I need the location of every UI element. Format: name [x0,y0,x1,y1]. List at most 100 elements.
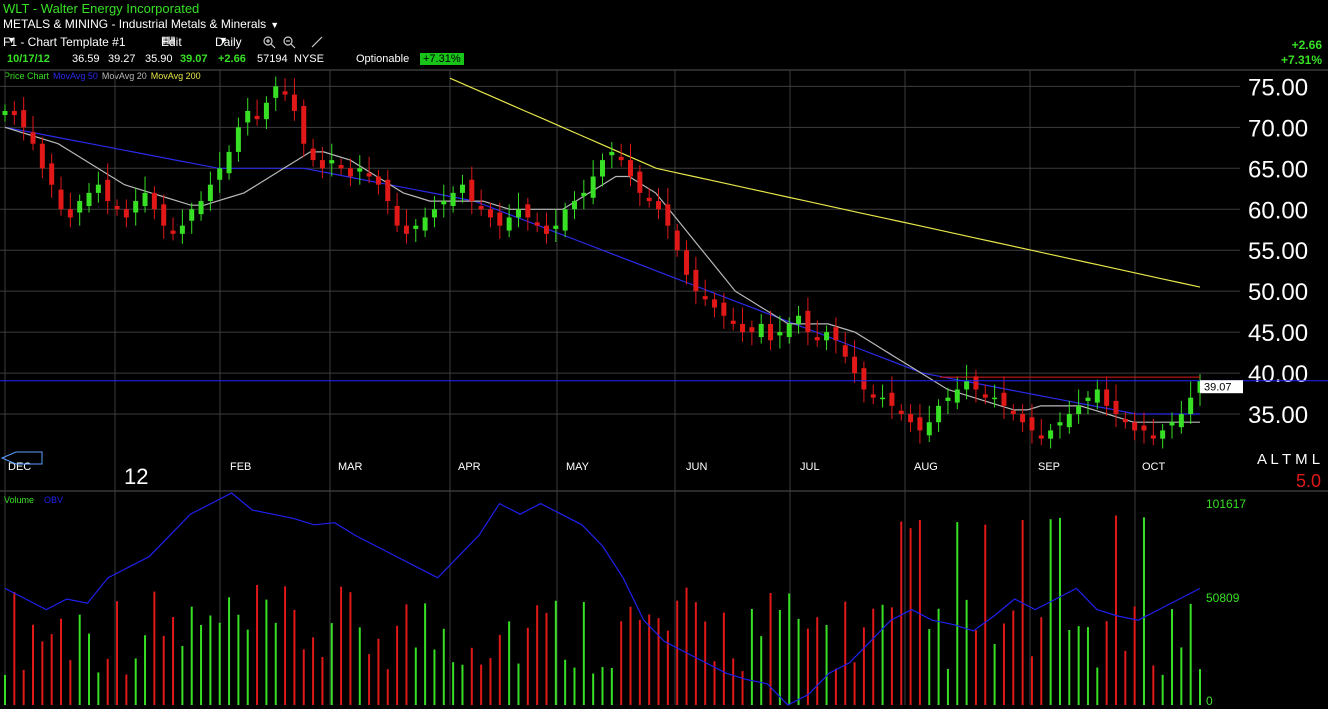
quote-volume: 57194 [257,53,288,65]
edit-label: Edit [161,35,182,49]
candle-body [796,315,802,324]
candle-body [487,209,493,218]
legend-price: Price Chart [4,71,50,81]
candle-body [740,323,746,333]
candle-body [777,332,783,336]
y-tick-label: 45.00 [1248,320,1308,347]
candle-body [609,151,615,156]
candle-body [1132,422,1138,431]
candle-body [403,225,409,234]
last-price-box [1200,380,1243,394]
last-price-label: 39.07 [1204,382,1232,394]
candle-body [282,91,288,95]
candle-body [58,189,64,210]
candle-body [245,110,251,123]
candle-body [161,204,167,226]
candle-body [553,225,559,229]
candle-body [413,225,419,229]
optionable-label: Optionable [356,53,410,65]
change-value: +2.66 [1291,38,1322,52]
candle-body [936,405,942,423]
candle-body [908,414,914,423]
legend-ma200: MovAvg 200 [150,71,201,81]
candle-body [338,165,344,169]
month-label: MAY [566,461,590,473]
candle-body [674,230,680,251]
ma50-line [4,126,1200,415]
month-label: FEB [230,461,251,473]
legend-ma50: MovAvg 50 [53,71,98,81]
y-tick-label: 55.00 [1248,238,1308,265]
candle-body [581,192,587,197]
candle-body [515,209,521,218]
candle-body [1066,414,1072,428]
candle-body [207,184,213,202]
y-tick-label: 70.00 [1248,115,1308,142]
month-label: OCT [1142,461,1166,473]
candle-body [469,179,475,202]
zoom-in-icon[interactable] [262,35,276,52]
candle-body [1029,417,1035,431]
candle-body [842,345,848,357]
candle-body [1150,435,1156,439]
candle-body [2,110,8,116]
candle-body [263,102,269,120]
candle-body [226,151,232,174]
volume-tick-label: 50809 [1206,591,1240,605]
quote-open: 36.59 [72,53,100,65]
candle-body [1094,389,1100,403]
candle-body [805,310,811,333]
candle-body [30,132,36,144]
candle-body [590,176,596,198]
candle-body [235,127,241,152]
ma200-line [449,77,1201,288]
year-label: 12 [124,464,148,489]
candle-body [1020,414,1026,423]
side-tml-label: A L T M L [1257,451,1320,468]
candle-body [67,209,73,218]
candle-body [543,225,549,234]
candle-body [618,156,624,161]
candle-body [151,192,157,210]
change-pct-badge: +7.31% [420,53,464,65]
candle-body [852,356,858,374]
candle-body [600,160,605,177]
y-tick-label: 40.00 [1248,361,1308,388]
zoom-out-icon[interactable] [282,35,296,52]
sector-label[interactable]: METALS & MINING - Industrial Metals & Mi… [3,17,279,31]
candle-body [721,302,727,316]
candle-body [49,163,55,185]
month-label: APR [458,461,481,473]
candle-body [459,184,465,193]
month-label: SEP [1038,461,1060,473]
candle-body [366,173,372,177]
candle-body [656,201,662,210]
candle-body [431,209,437,218]
quote-change: +2.66 [218,53,246,65]
candle-body [992,397,998,400]
candle-body [142,192,148,206]
candle-body [525,204,531,218]
sector-text: METALS & MINING - Industrial Metals & Mi… [3,17,267,31]
candle-body [39,143,45,169]
candle-body [105,179,111,202]
obv-line [4,492,1201,706]
candle-body [562,209,568,231]
quote-exchange: NYSE [294,53,324,65]
candle-body [497,212,503,226]
month-label: DEC [8,461,31,473]
caret-down-icon[interactable]: ▼ [270,20,280,30]
candle-body [347,168,353,177]
candle-body [1085,397,1091,401]
y-tick-label: 75.00 [1248,74,1308,101]
candle-body [665,204,671,226]
candle-body [712,299,718,308]
candle-body [1160,430,1166,439]
candle-body [954,389,960,403]
y-tick-label: 35.00 [1248,402,1308,429]
pencil-icon[interactable] [310,35,324,52]
legend-obv: OBV [44,495,63,505]
candle-body [730,320,736,324]
legend-volume: Volume [4,495,34,505]
